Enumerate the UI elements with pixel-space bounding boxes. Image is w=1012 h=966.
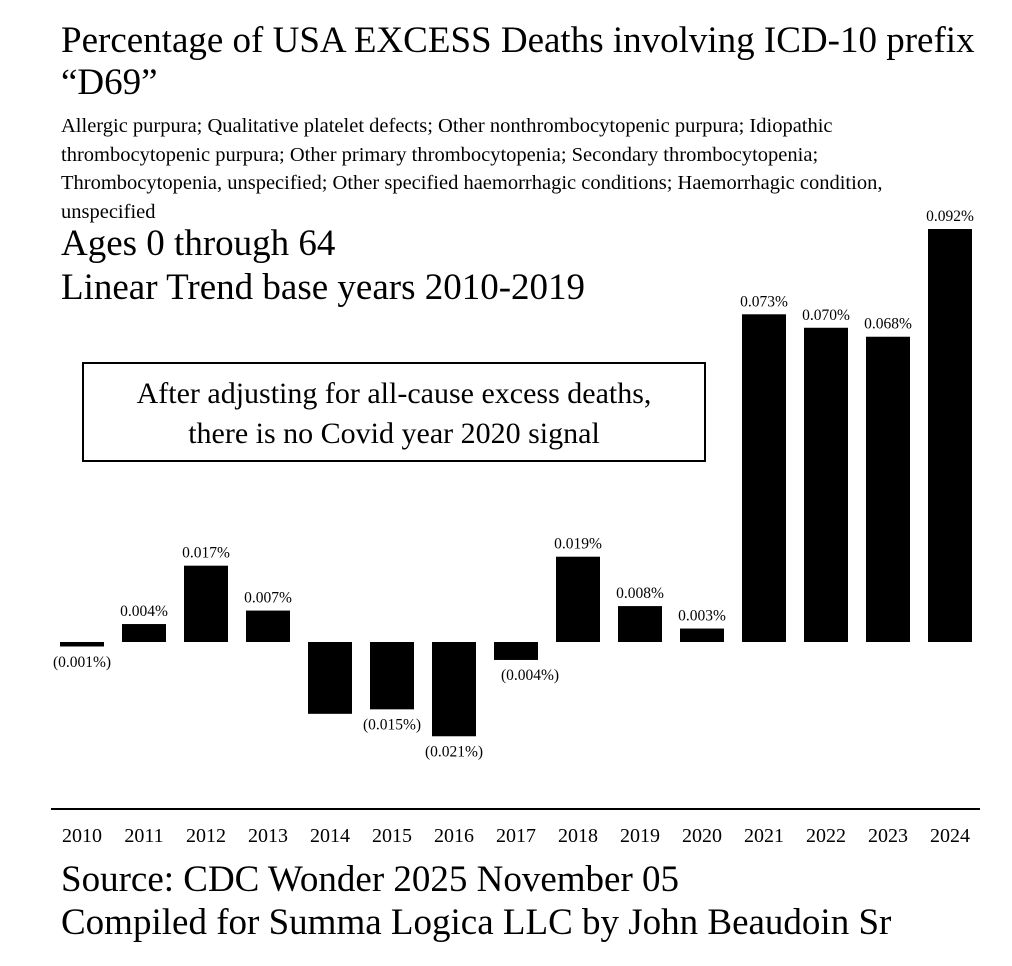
bar-2024: [928, 229, 972, 642]
bar-2011: [122, 624, 166, 642]
bar-2018: [556, 556, 600, 642]
tick-label-2016: 2016: [434, 825, 474, 847]
data-label-2011: 0.004%: [120, 603, 168, 620]
tick-label-2015: 2015: [372, 825, 412, 847]
chart-subtitle: Allergic purpura; Qualitative platelet d…: [61, 115, 883, 223]
data-label-2021: 0.073%: [740, 293, 788, 310]
tick-label-2024: 2024: [930, 825, 970, 847]
data-label-2013: 0.007%: [244, 590, 292, 607]
chart-title: Percentage of USA EXCESS Deaths involvin…: [61, 20, 975, 103]
bar-2016: [432, 642, 476, 737]
bar-2023: [866, 336, 910, 642]
tick-label-2019: 2019: [620, 825, 660, 847]
bar-2020: [680, 628, 724, 642]
data-label-2024: 0.092%: [926, 208, 974, 225]
annotation-box: After adjusting for all-cause excess dea…: [82, 362, 706, 462]
credit-note: Compiled for Summa Logica LLC by John Be…: [61, 902, 892, 943]
tick-label-2017: 2017: [496, 825, 536, 847]
tick-label-2022: 2022: [806, 825, 846, 847]
bar-2015: [370, 642, 414, 710]
data-label-2022: 0.070%: [802, 307, 850, 324]
bar-2010: [60, 642, 104, 647]
data-label-2019: 0.008%: [616, 585, 664, 602]
bar-2022: [804, 327, 848, 642]
tick-label-2018: 2018: [558, 825, 598, 847]
tick-label-2013: 2013: [248, 825, 288, 847]
tick-label-2010: 2010: [62, 825, 102, 847]
tick-label-2020: 2020: [682, 825, 722, 847]
trend-label: Linear Trend base years 2010-2019: [61, 267, 586, 308]
tick-label-2012: 2012: [186, 825, 226, 847]
bar-2012: [184, 565, 228, 642]
data-label-2023: 0.068%: [864, 316, 912, 333]
bar-2014: [308, 642, 352, 714]
bar-2021: [742, 314, 786, 642]
data-label-2016: (0.021%): [425, 743, 483, 760]
data-label-2010: (0.001%): [53, 654, 111, 671]
annotation-line-1: After adjusting for all-cause excess dea…: [136, 377, 652, 410]
bar-2017: [494, 642, 538, 660]
bar-2019: [618, 606, 662, 642]
data-label-2017: (0.004%): [501, 667, 559, 684]
annotation-line-2: there is no Covid year 2020 signal: [188, 417, 600, 450]
tick-label-2021: 2021: [744, 825, 784, 847]
ages-label: Ages 0 through 64: [61, 223, 336, 264]
data-label-2012: 0.017%: [182, 545, 230, 562]
tick-label-2014: 2014: [310, 825, 350, 847]
data-label-2018: 0.019%: [554, 536, 602, 553]
data-label-2015: (0.015%): [363, 716, 421, 733]
data-label-2020: 0.003%: [678, 608, 726, 625]
tick-label-2011: 2011: [124, 825, 163, 847]
source-note: Source: CDC Wonder 2025 November 05: [61, 859, 680, 900]
tick-label-2023: 2023: [868, 825, 908, 847]
bar-2013: [246, 610, 290, 642]
